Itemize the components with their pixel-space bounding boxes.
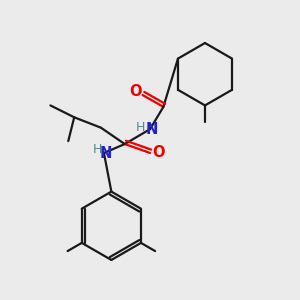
Text: N: N xyxy=(100,146,112,161)
Text: H: H xyxy=(93,143,102,156)
Text: O: O xyxy=(153,146,165,160)
Text: O: O xyxy=(129,84,141,99)
Text: N: N xyxy=(145,122,158,137)
Text: H: H xyxy=(136,121,145,134)
